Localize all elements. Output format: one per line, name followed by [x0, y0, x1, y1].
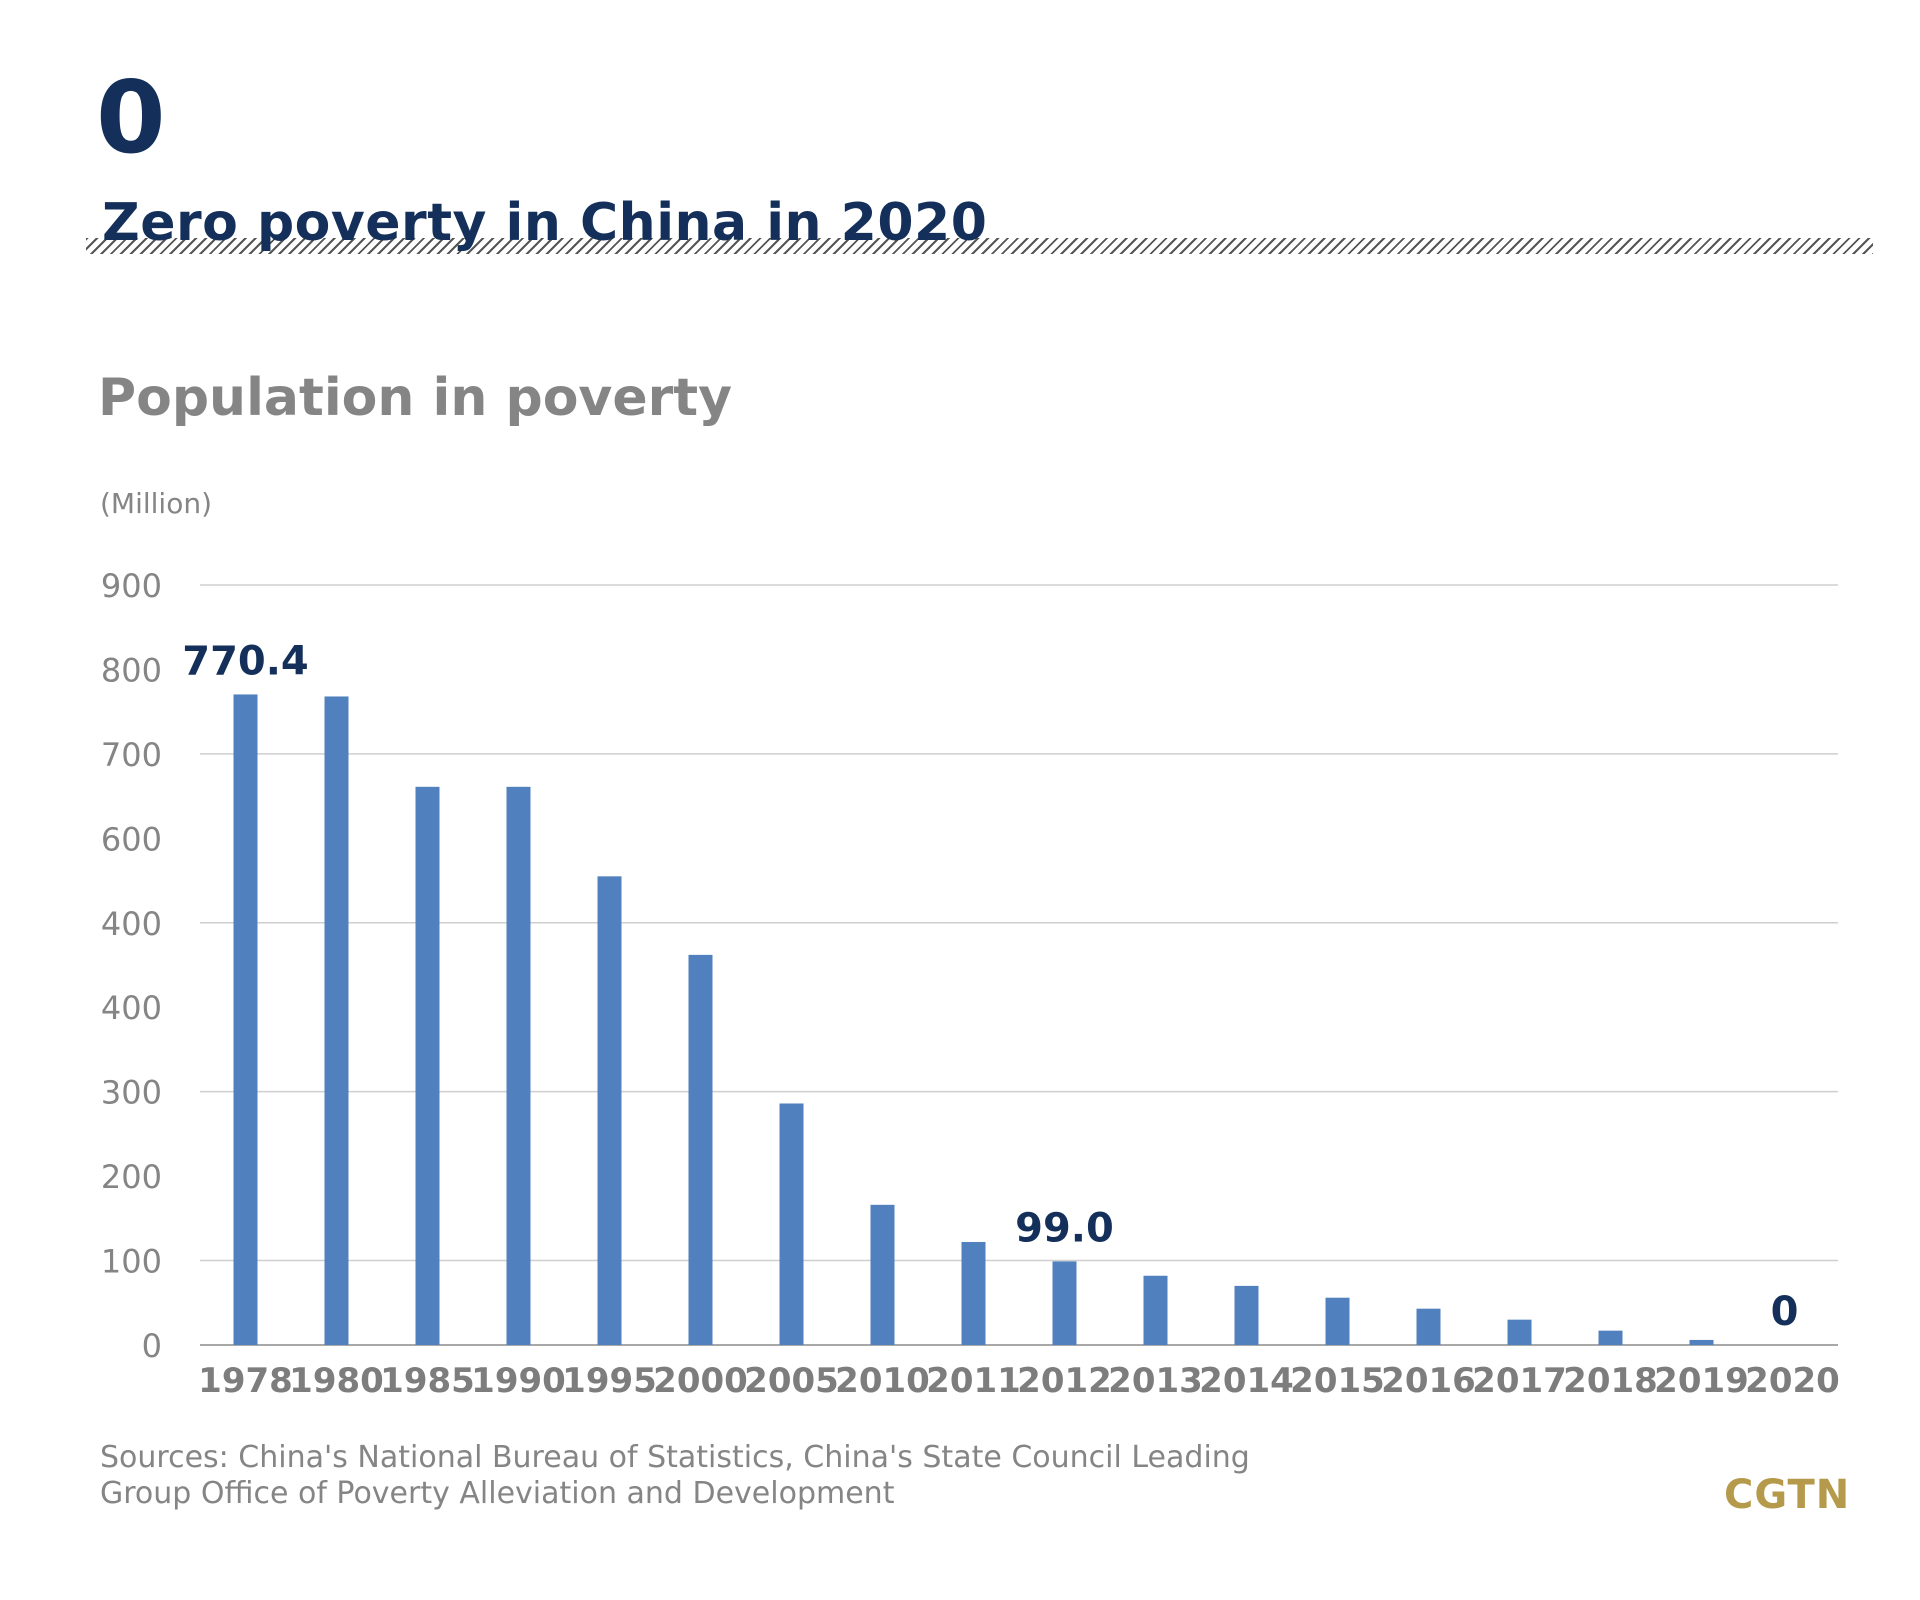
bar-2017	[1507, 1319, 1532, 1345]
x-tick-label: 1980	[289, 1361, 384, 1401]
x-tick-label: 2016	[1381, 1361, 1476, 1401]
y-tick-label: 400	[101, 905, 162, 943]
x-tick-label: 2013	[1108, 1361, 1203, 1401]
bar-2010	[870, 1204, 895, 1345]
bar-2012	[1052, 1261, 1077, 1345]
y-tick-label: 700	[101, 736, 162, 774]
y-tick-label: 300	[101, 1074, 162, 1112]
x-tick-label: 2012	[1017, 1361, 1112, 1401]
bar-2000	[688, 954, 713, 1345]
bar-1980	[324, 696, 349, 1345]
headline-band: Zero poverty in China in 2020	[86, 196, 1873, 256]
headline: Zero poverty in China in 2020	[102, 193, 988, 253]
x-tick-label: 1995	[562, 1361, 657, 1401]
bar-2011	[961, 1241, 986, 1345]
cgtn-logo: CGTN	[1724, 1472, 1851, 1518]
bar-2005	[779, 1103, 804, 1345]
hatch-divider	[86, 238, 1873, 254]
data-label: 0	[1771, 1289, 1799, 1335]
bar-1978	[233, 694, 258, 1345]
bar-1990	[506, 786, 531, 1345]
y-tick-label: 400	[101, 989, 162, 1027]
x-tick-label: 2014	[1199, 1361, 1294, 1401]
bar-2018	[1598, 1330, 1623, 1345]
x-tick-label: 2015	[1290, 1361, 1385, 1401]
x-tick-label: 2018	[1563, 1361, 1658, 1401]
sources-line-1: Sources: China's National Bureau of Stat…	[100, 1440, 1250, 1475]
y-tick-label: 200	[101, 1158, 162, 1196]
x-tick-label: 2019	[1654, 1361, 1749, 1401]
headline-number: 0	[96, 59, 166, 176]
x-tick-label: 1990	[471, 1361, 566, 1401]
bar-1995	[597, 876, 622, 1345]
bar-2016	[1416, 1308, 1441, 1345]
bar-2013	[1143, 1275, 1168, 1345]
bar-2014	[1234, 1285, 1259, 1345]
y-tick-label: 600	[101, 820, 162, 858]
data-label: 99.0	[1015, 1205, 1114, 1251]
x-tick-label: 2017	[1472, 1361, 1567, 1401]
x-tick-label: 2011	[926, 1361, 1021, 1401]
x-tick-label: 2020	[1745, 1361, 1840, 1401]
x-tick-label: 2005	[744, 1361, 839, 1401]
bar-2019	[1689, 1339, 1714, 1345]
bar-chart: 900 800 700 600 400 400 300 200 100 0 197819801985…	[101, 567, 1840, 1401]
sources: Sources: China's National Bureau of Stat…	[100, 1440, 1250, 1512]
y-tick-label: 0	[142, 1327, 162, 1365]
unit-label: (Million)	[100, 487, 212, 520]
x-tick-label: 2000	[653, 1361, 748, 1401]
x-tick-label: 1978	[198, 1361, 293, 1401]
chart-title: Population in poverty	[98, 368, 732, 428]
x-tick-label: 1985	[380, 1361, 475, 1401]
x-tick-label: 2010	[835, 1361, 930, 1401]
data-label: 770.4	[182, 638, 309, 684]
y-tick-label: 900	[101, 567, 162, 605]
sources-line-2: Group Office of Poverty Alleviation and …	[100, 1476, 895, 1511]
bar-2015	[1325, 1297, 1350, 1345]
y-tick-label: 800	[101, 651, 162, 689]
bar-1985	[415, 786, 440, 1345]
y-tick-label: 100	[101, 1243, 162, 1281]
